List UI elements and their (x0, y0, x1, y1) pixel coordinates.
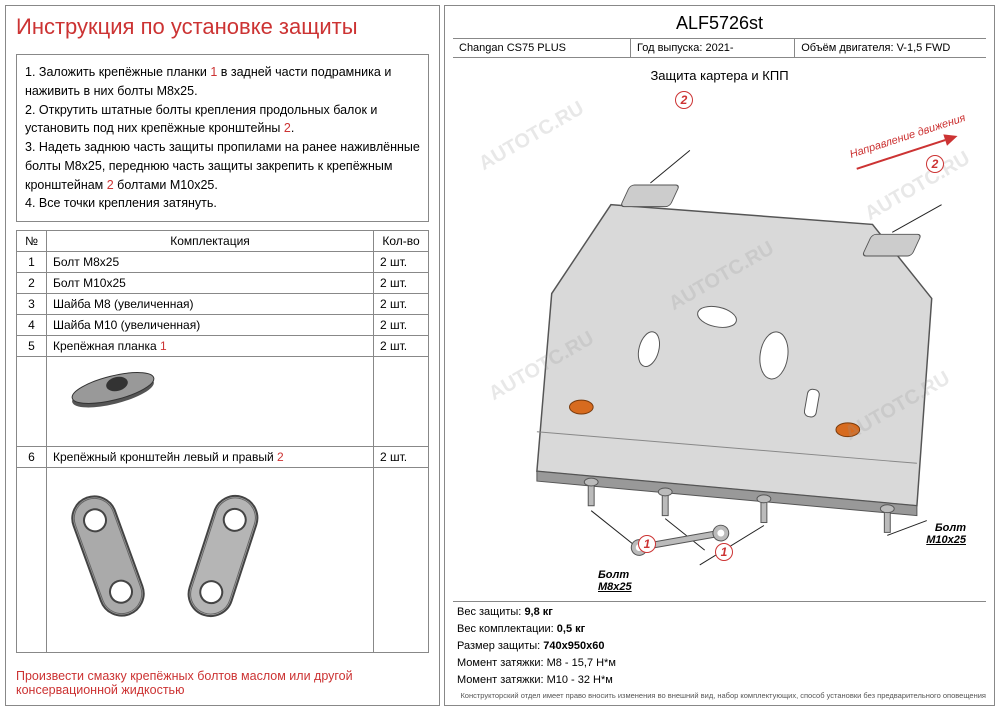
step-4: 4. Все точки крепления затянуть. (25, 194, 420, 213)
year: Год выпуска: 2021- (631, 39, 795, 57)
table-row (17, 357, 429, 447)
doc-title: Инструкция по установке защиты (16, 14, 429, 40)
col-num: № (17, 231, 47, 252)
callout-2: 2 (675, 91, 693, 109)
specs-block: Вес защиты: 9,8 кг Вес комплектации: 0,5… (453, 601, 986, 689)
callout-1: 1 (715, 543, 733, 561)
spec-row: Размер защиты: 740х950х60 (457, 638, 982, 655)
table-header-row: № Комплектация Кол-во (17, 231, 429, 252)
left-panel: Инструкция по установке защиты 1. Заложи… (5, 5, 440, 706)
part-number: ALF5726st (453, 11, 986, 39)
callout-2: 2 (926, 155, 944, 173)
instructions-box: 1. Заложить крепёжные планки 1 в задней … (16, 54, 429, 222)
spec-row: Момент затяжки: М8 - 15,7 Н*м (457, 655, 982, 672)
col-name: Комплектация (47, 231, 374, 252)
meta-row: Changan CS75 PLUS Год выпуска: 2021- Объ… (453, 39, 986, 58)
step-3: 3. Надеть заднюю часть защиты пропилами … (25, 138, 420, 194)
part-image-cell (47, 357, 374, 447)
col-qty: Кол-во (374, 231, 429, 252)
engine: Объём двигателя: V-1,5 FWD (795, 39, 986, 57)
spec-row: Момент затяжки: М10 - 32 Н*м (457, 672, 982, 689)
table-row: 2Болт М10х252 шт. (17, 273, 429, 294)
spec-row: Вес комплектации: 0,5 кг (457, 621, 982, 638)
skid-plate-diagram (453, 85, 986, 601)
table-row: 3Шайба М8 (увеличенная)2 шт. (17, 294, 429, 315)
diagram-area: AUTOTC.RU AUTOTC.RU AUTOTC.RU AUTOTC.RU … (453, 85, 986, 601)
bom-table: № Комплектация Кол-во 1Болт М8х252 шт. 2… (16, 230, 429, 653)
right-panel: ALF5726st Changan CS75 PLUS Год выпуска:… (444, 5, 995, 706)
bolt-label-m8: БолтМ8х25 (598, 569, 632, 593)
part-image-cell (47, 468, 374, 653)
bracket-plate-icon (53, 360, 173, 415)
vehicle: Changan CS75 PLUS (453, 39, 631, 57)
table-row: 6Крепёжный кронштейн левый и правый 22 ш… (17, 447, 429, 468)
spec-row: Вес защиты: 9,8 кг (457, 604, 982, 621)
footnote: Произвести смазку крепёжных болтов масло… (16, 659, 429, 697)
step-2: 2. Открутить штатные болты крепления про… (25, 101, 420, 139)
table-row: 4Шайба М10 (увеличенная)2 шт. (17, 315, 429, 336)
bracket-pair-icon (53, 471, 313, 641)
fine-print: Конструкторский отдел имеет право вносит… (453, 689, 986, 700)
table-row: 1Болт М8х252 шт. (17, 252, 429, 273)
subtitle: Защита картера и КПП (453, 58, 986, 85)
callout-1: 1 (638, 535, 656, 553)
bolt-label-m10: БолтМ10х25 (926, 522, 966, 546)
step-1: 1. Заложить крепёжные планки 1 в задней … (25, 63, 420, 101)
table-row: 5Крепёжная планка 12 шт. (17, 336, 429, 357)
table-row (17, 468, 429, 653)
